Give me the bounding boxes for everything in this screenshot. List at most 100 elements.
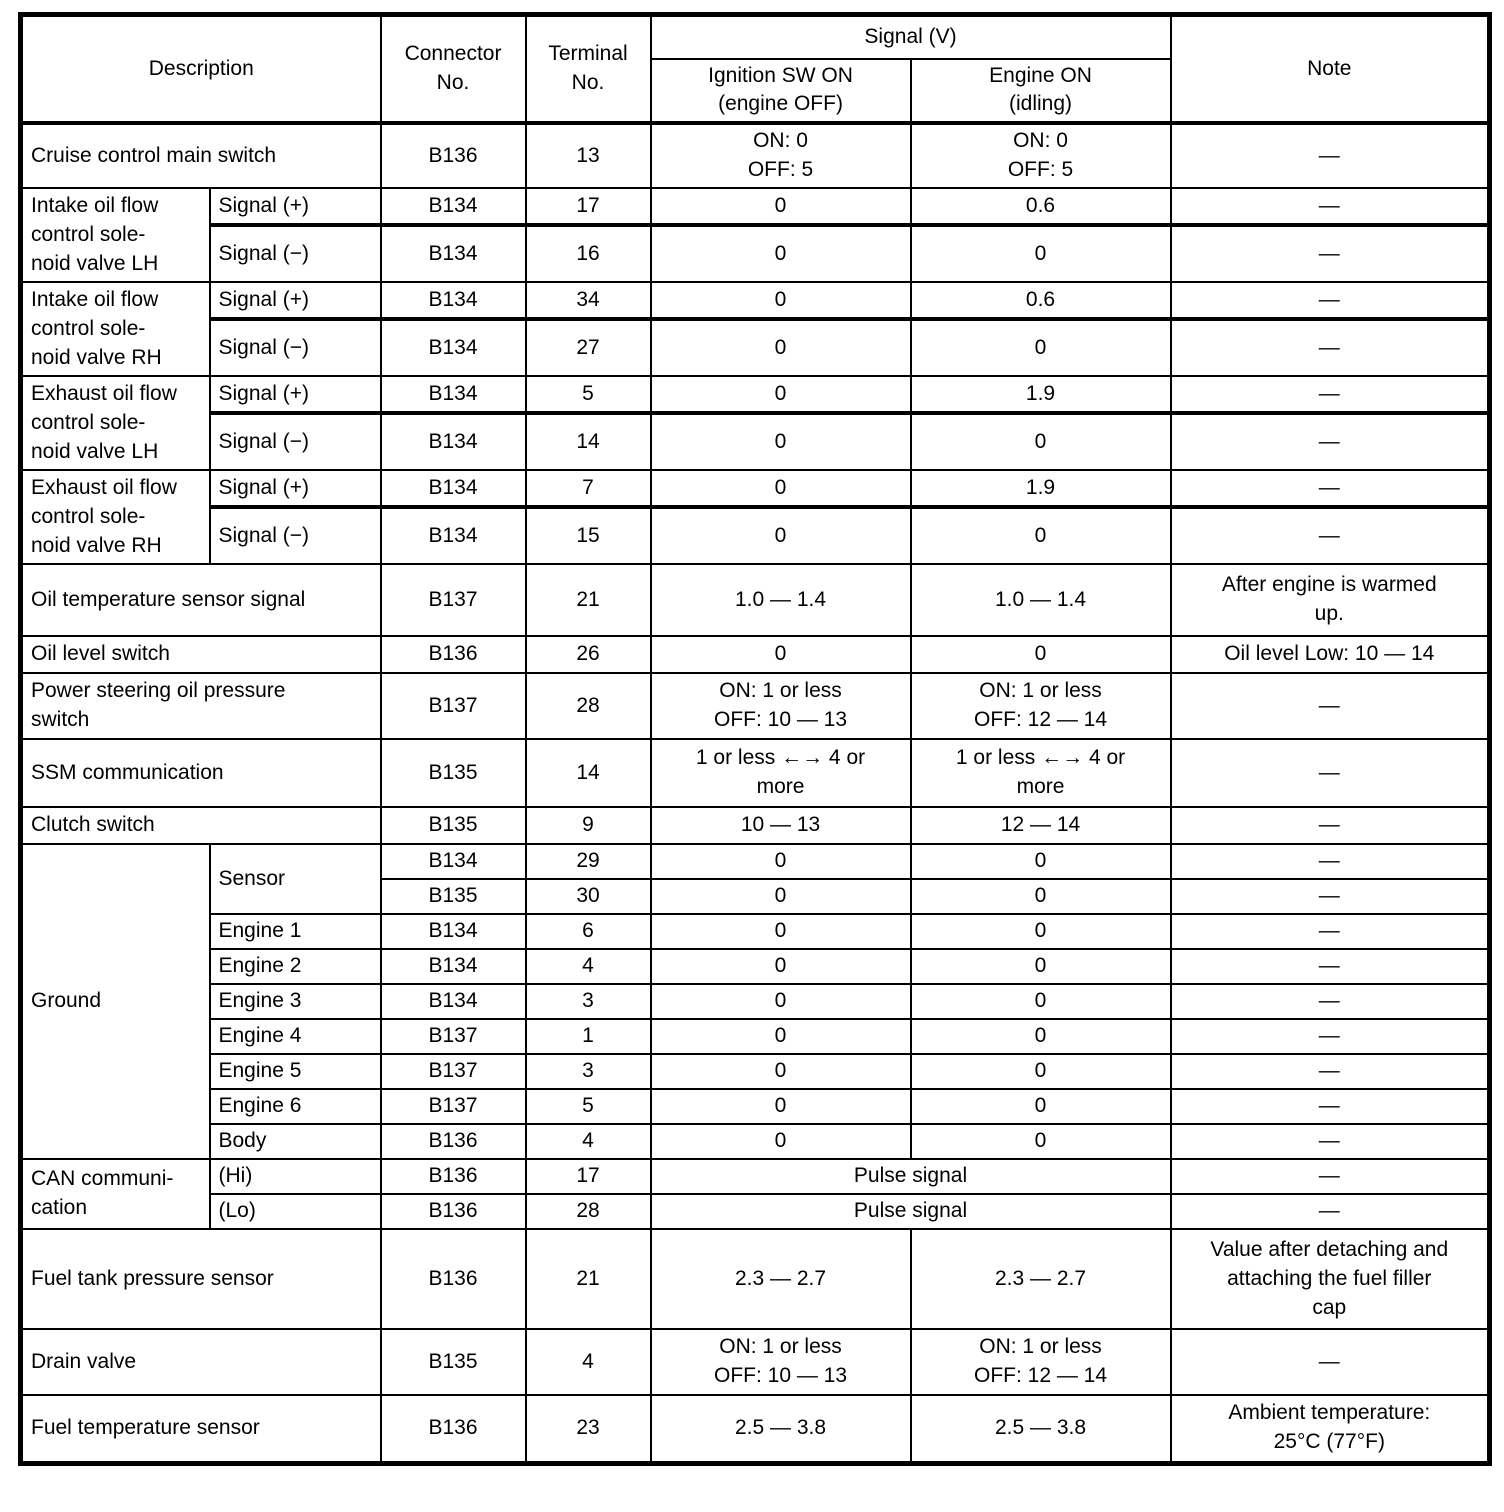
connector-no-cell: B134 <box>379 469 527 509</box>
description-sub-cell: Signal (−) <box>208 411 382 472</box>
description-cell: Fuel tank pressure sensor <box>19 1228 382 1331</box>
description-sub-cell: Signal (−) <box>208 223 382 284</box>
signal-engine-cell: 0 <box>909 983 1172 1021</box>
signal-engine-cell: 0.6 <box>909 281 1172 321</box>
header-terminal-no: Terminal No. <box>524 13 652 125</box>
note-cell: — <box>1169 672 1491 741</box>
signal-ignition-cell: 0 <box>649 187 912 227</box>
signal-ignition-cell: 0 <box>649 913 912 951</box>
terminal-no-cell: 5 <box>524 1088 652 1126</box>
terminal-no-cell: 15 <box>524 505 652 566</box>
row-ground-body: Body B136 4 0 0 — <box>21 1123 1491 1161</box>
connector-no-cell: B134 <box>379 505 527 566</box>
note-cell: — <box>1169 505 1491 566</box>
signal-voltage-table: Description Connector No. Terminal No. S… <box>18 12 1493 1466</box>
description-sub-cell: (Lo) <box>208 1193 382 1231</box>
note-cell: — <box>1169 411 1491 472</box>
description-group-cell: Exhaust oil flow control sole- noid valv… <box>19 469 211 566</box>
row-intake-rh-signal-plus: Intake oil flow control sole- noid valve… <box>19 281 1491 378</box>
signal-ignition-cell: 2.5 — 3.8 <box>649 1394 912 1465</box>
signal-pulse-cell: Pulse signal <box>649 1158 1172 1196</box>
note-cell: — <box>1169 1018 1491 1056</box>
note-cell: — <box>1169 121 1491 190</box>
connector-no-cell: B134 <box>379 948 527 986</box>
signal-ignition-cell: 0 <box>649 948 912 986</box>
header-connector-no: Connector No. <box>379 13 527 125</box>
row-ground-engine-4: Engine 4 B137 1 0 0 — <box>21 1018 1491 1056</box>
terminal-no-cell: 34 <box>524 281 652 321</box>
signal-engine-cell: 2.5 — 3.8 <box>909 1394 1172 1465</box>
row-ground-sensor-1: Ground Sensor B134 29 0 0 — <box>19 843 1491 1161</box>
signal-engine-cell: 1.9 <box>909 375 1172 415</box>
description-sub-cell: Signal (−) <box>208 317 382 378</box>
note-cell: — <box>1169 1088 1491 1126</box>
description-group-cell: CAN communi- cation <box>19 1158 211 1231</box>
note-cell: After engine is warmed up. <box>1169 563 1491 638</box>
description-sub-cell: Engine 2 <box>208 948 382 986</box>
connector-no-cell: B137 <box>379 672 527 741</box>
signal-ignition-cell: 0 <box>649 1088 912 1126</box>
terminal-no-cell: 14 <box>524 411 652 472</box>
signal-ignition-cell: 0 <box>649 281 912 321</box>
terminal-no-cell: 27 <box>524 317 652 378</box>
signal-engine-cell: 0 <box>909 843 1172 881</box>
note-cell: — <box>1169 317 1491 378</box>
connector-no-cell: B136 <box>379 1123 527 1161</box>
description-cell: Power steering oil pressure switch <box>19 672 382 741</box>
signal-engine-cell: 0 <box>909 223 1172 284</box>
signal-engine-cell: 0 <box>909 878 1172 916</box>
header-engine-on: Engine ON (idling) <box>909 57 1172 125</box>
terminal-no-cell: 4 <box>524 948 652 986</box>
connector-no-cell: B137 <box>379 1088 527 1126</box>
header-signal-v: Signal (V) <box>649 13 1172 60</box>
terminal-no-cell: 13 <box>524 121 652 190</box>
connector-no-cell: B136 <box>379 1394 527 1465</box>
connector-no-cell: B134 <box>379 375 527 415</box>
note-cell: — <box>1169 948 1491 986</box>
row-exhaust-lh-signal-minus: Signal (−) B134 14 0 0 — <box>21 411 1491 472</box>
signal-engine-cell: 2.3 — 2.7 <box>909 1228 1172 1331</box>
note-cell: — <box>1169 1193 1491 1231</box>
row-can-lo: (Lo) B136 28 Pulse signal — <box>21 1193 1491 1231</box>
terminal-no-cell: 3 <box>524 1053 652 1091</box>
terminal-no-cell: 1 <box>524 1018 652 1056</box>
terminal-no-cell: 4 <box>524 1123 652 1161</box>
description-sub-cell: Signal (+) <box>208 281 382 321</box>
signal-engine-cell: 0 <box>909 1123 1172 1161</box>
signal-engine-cell: 1.9 <box>909 469 1172 509</box>
description-group-cell: Intake oil flow control sole- noid valve… <box>19 281 211 378</box>
connector-no-cell: B137 <box>379 563 527 638</box>
signal-ignition-cell: 0 <box>649 1018 912 1056</box>
connector-no-cell: B134 <box>379 983 527 1021</box>
signal-engine-cell: ON: 0 OFF: 5 <box>909 121 1172 190</box>
row-fuel-tank-pressure-sensor: Fuel tank pressure sensor B136 21 2.3 — … <box>19 1228 1491 1331</box>
description-sub-cell: Signal (+) <box>208 187 382 227</box>
signal-ignition-cell: 2.3 — 2.7 <box>649 1228 912 1331</box>
row-cruise-control-main-switch: Cruise control main switch B136 13 ON: 0… <box>19 121 1491 190</box>
signal-ignition-cell: 1 or less ←→ 4 or more <box>649 738 912 809</box>
note-cell: — <box>1169 1328 1491 1397</box>
row-power-steering-oil-pressure-switch: Power steering oil pressure switch B137 … <box>19 672 1491 741</box>
note-cell: — <box>1169 878 1491 916</box>
description-sub-cell: Signal (+) <box>208 469 382 509</box>
note-cell: — <box>1169 469 1491 509</box>
row-drain-valve: Drain valve B135 4 ON: 1 or less OFF: 10… <box>19 1328 1491 1397</box>
note-cell: — <box>1169 1123 1491 1161</box>
signal-ignition-cell: 0 <box>649 375 912 415</box>
signal-engine-cell: ON: 1 or less OFF: 12 — 14 <box>909 1328 1172 1397</box>
signal-ignition-cell: ON: 1 or less OFF: 10 — 13 <box>649 1328 912 1397</box>
terminal-no-cell: 26 <box>524 635 652 675</box>
header-note: Note <box>1169 13 1491 125</box>
terminal-no-cell: 28 <box>524 1193 652 1231</box>
description-cell: SSM communication <box>19 738 382 809</box>
note-cell: — <box>1169 223 1491 284</box>
signal-ignition-cell: 0 <box>649 878 912 916</box>
description-sub-cell: Engine 1 <box>208 913 382 951</box>
signal-engine-cell: 0 <box>909 317 1172 378</box>
description-cell: Oil temperature sensor signal <box>19 563 382 638</box>
description-sub-cell: Sensor <box>208 843 382 916</box>
row-clutch-switch: Clutch switch B135 9 10 — 13 12 — 14 — <box>19 806 1491 846</box>
row-intake-rh-signal-minus: Signal (−) B134 27 0 0 — <box>21 317 1491 378</box>
connector-no-cell: B136 <box>379 1158 527 1196</box>
note-cell: — <box>1169 843 1491 881</box>
